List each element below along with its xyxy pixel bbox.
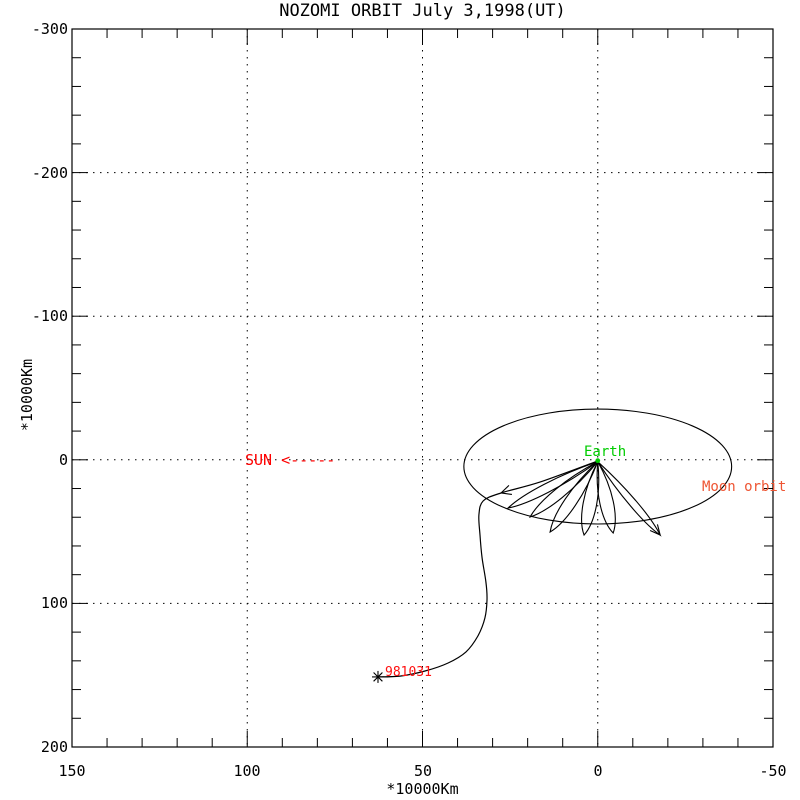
- trajectory-petal-loop: [528, 461, 599, 518]
- y-tick-label: -200: [31, 164, 68, 182]
- y-tick-label: 100: [40, 594, 68, 612]
- x-tick-label: 150: [58, 762, 86, 780]
- x-tick-label: 50: [413, 762, 433, 780]
- earth-label: Earth: [584, 444, 627, 460]
- x-tick-label: 0: [593, 762, 603, 780]
- x-axis-label: *10000Km: [386, 780, 459, 798]
- trajectory-petal-loop: [581, 461, 600, 537]
- trajectory-arrowhead: [656, 524, 661, 536]
- trajectory-petal-loop: [549, 461, 599, 534]
- trajectory-end-date-label: 981031: [385, 665, 432, 680]
- y-axis-label: *10000Km: [17, 358, 36, 432]
- trajectory-petal-loop: [506, 461, 599, 509]
- trajectory-arrowhead: [500, 484, 510, 494]
- y-tick-label: 200: [40, 738, 68, 756]
- moon-orbit-ellipse: [463, 408, 733, 525]
- y-tick-label: -100: [31, 307, 68, 325]
- trajectory-departure-path: [377, 460, 599, 678]
- trajectory-arrowhead: [649, 530, 661, 536]
- sun-annotation: SUN <-----: [245, 451, 336, 469]
- earth-symbol: [595, 458, 601, 464]
- y-tick-label: -300: [31, 20, 68, 38]
- moon-orbit-label: Moon orbit: [702, 479, 787, 495]
- x-tick-label: -50: [759, 762, 787, 780]
- chart-title: NOZOMI ORBIT July 3,1998(UT): [279, 1, 566, 21]
- trajectory-arrowhead: [500, 492, 512, 496]
- trajectory-petal-loop: [596, 461, 616, 535]
- trajectory-end-marker: [373, 672, 383, 682]
- x-tick-label: 100: [233, 762, 261, 780]
- y-tick-label: 0: [58, 451, 68, 469]
